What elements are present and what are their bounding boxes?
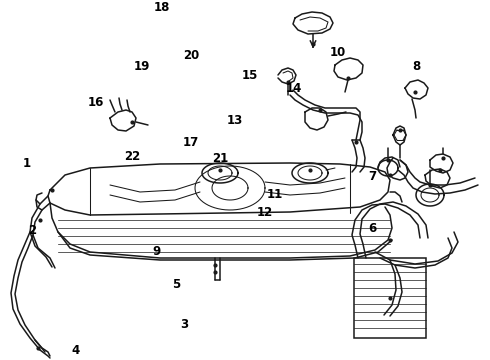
Text: 10: 10 xyxy=(330,46,346,59)
Text: 13: 13 xyxy=(227,114,244,127)
Text: 2: 2 xyxy=(28,224,36,237)
Text: 19: 19 xyxy=(134,60,150,73)
Text: 18: 18 xyxy=(153,1,170,14)
Text: 22: 22 xyxy=(124,150,141,163)
Text: 11: 11 xyxy=(266,188,283,201)
Text: 21: 21 xyxy=(212,152,229,165)
Text: 20: 20 xyxy=(183,49,199,62)
Text: 4: 4 xyxy=(72,345,80,357)
Text: 16: 16 xyxy=(87,96,104,109)
Text: 1: 1 xyxy=(23,157,31,170)
Text: 15: 15 xyxy=(242,69,258,82)
Text: 7: 7 xyxy=(368,170,376,183)
Text: 5: 5 xyxy=(172,278,180,291)
Text: 6: 6 xyxy=(368,222,376,235)
FancyBboxPatch shape xyxy=(354,258,426,338)
Text: 8: 8 xyxy=(413,60,420,73)
Text: 17: 17 xyxy=(183,136,199,149)
Text: 12: 12 xyxy=(256,206,273,219)
Text: 14: 14 xyxy=(286,82,302,95)
Text: 3: 3 xyxy=(180,318,188,330)
Text: 9: 9 xyxy=(153,246,161,258)
